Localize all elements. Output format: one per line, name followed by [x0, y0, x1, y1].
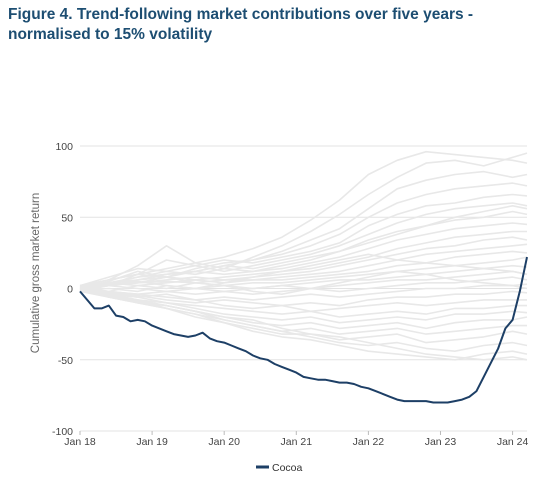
x-tick-label-4: Jan 22: [353, 436, 385, 448]
background-series-line-9: [79, 236, 528, 288]
background-series-group: [79, 150, 528, 361]
y-tick-label-2: 0: [67, 284, 73, 296]
background-series-line-4: [79, 193, 528, 287]
background-series-line-5: [79, 202, 528, 293]
background-series-line-19: [79, 289, 527, 318]
y-axis-label: Cumulative gross market return: [30, 193, 42, 353]
background-series-line-20: [79, 287, 528, 324]
background-series-line-26: [79, 289, 528, 361]
legend-label-cocoa: Cocoa: [272, 462, 303, 474]
x-tick-label-2: Jan 20: [208, 436, 240, 448]
series-line-cocoa: [79, 256, 528, 404]
chart-title-line-2: normalised to 15% volatility: [8, 26, 213, 43]
background-series-line-1: [79, 152, 528, 291]
background-series-line-6: [79, 210, 528, 288]
background-series-line-29: [79, 270, 528, 295]
y-tick-label-1: 50: [61, 212, 73, 224]
background-series-line-17: [79, 287, 528, 307]
x-tick-label-0: Jan 18: [64, 436, 96, 448]
highlight-series-group: [79, 256, 528, 404]
y-tick-label-4: -100: [52, 426, 73, 438]
x-axis-ticks: Jan 18 Jan 19 Jan 20 Jan 21 Jan 22 Jan 23 Jan …: [64, 431, 529, 448]
x-tick-label-1: Jan 19: [136, 436, 168, 448]
background-series-line-22: [79, 290, 527, 335]
background-series-line-28: [79, 253, 528, 290]
legend: Cocoa: [256, 462, 303, 474]
background-series-line-8: [79, 230, 527, 291]
background-series-line-16: [79, 283, 528, 301]
background-series-line-13: [79, 264, 528, 293]
y-axis-ticks: 100 50 0 -50 -100: [52, 141, 73, 438]
chart-title-line-1: Figure 4. Trend-following market contrib…: [8, 6, 474, 23]
x-tick-label-6: Jan 24: [497, 436, 529, 448]
x-tick-label-3: Jan 21: [281, 436, 313, 448]
background-series-line-27: [79, 205, 528, 287]
x-tick-label-5: Jan 23: [425, 436, 457, 448]
y-tick-label-0: 100: [55, 141, 73, 153]
background-series-line-7: [79, 222, 528, 290]
background-series-line-10: [79, 243, 528, 290]
chart-title: Figure 4. Trend-following market contrib…: [8, 5, 528, 45]
y-tick-label-3: -50: [58, 355, 73, 367]
